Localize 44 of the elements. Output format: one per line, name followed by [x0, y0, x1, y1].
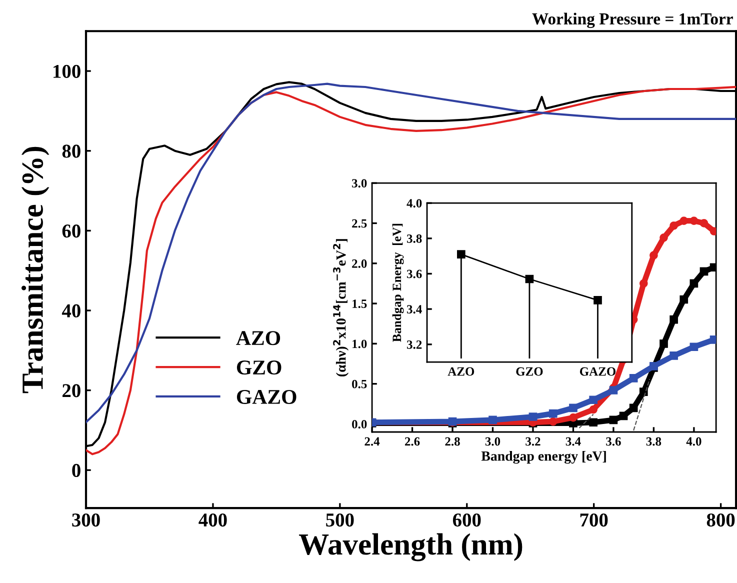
y-tick-label: 20: [62, 384, 80, 398]
x-tick-label: AZO: [448, 367, 474, 376]
chart-title: Working Pressure = 1mTorr: [532, 12, 733, 28]
y-tick-label: 2.0: [352, 259, 367, 268]
y-axis-title: Transmittance (%): [21, 146, 50, 394]
y-tick-label: 3.4: [407, 305, 422, 314]
x-tick-label: 500: [326, 513, 354, 527]
y-tick-label: 3.0: [352, 179, 367, 188]
y-tick-label: 3.2: [407, 340, 422, 349]
x-tick-label: 800: [706, 513, 735, 527]
y-tick-label: 4.0: [406, 199, 422, 208]
legend-label: GAZO: [236, 390, 296, 404]
y-tick-label: 0: [72, 464, 80, 478]
x-tick-label: GZO: [516, 367, 543, 376]
y-tick-label: 0.0: [352, 420, 367, 428]
x-tick-label: 400: [198, 513, 227, 527]
x-tick-label: 600: [452, 513, 481, 527]
x-tick-label: 4.0: [686, 437, 702, 446]
y-tick-label: 60: [62, 224, 80, 238]
x-tick-label: 3.8: [646, 437, 662, 446]
x-tick-label: 3.4: [566, 437, 581, 446]
legend-label: AZO: [236, 331, 280, 346]
x-axis-title: Bandgap energy [eV]: [481, 450, 606, 464]
x-tick-label: 2.4: [364, 437, 380, 446]
y-tick-label: 1.0: [352, 340, 367, 348]
x-tick-label: 3.0: [485, 437, 500, 446]
x-tick-label: 3.2: [526, 437, 540, 446]
y-tick-label: 100: [54, 64, 80, 78]
y-tick-label: 80: [62, 144, 80, 158]
x-tick-label: 2.6: [404, 437, 420, 446]
text: (αhν)$^{2}$x10$^{14}$[cm$^{−3}$eV$^{2}$]: [333, 239, 349, 376]
y-axis-title: Bandgap Energy [eV]: [392, 224, 404, 342]
y-tick-label: 3.8: [407, 234, 422, 243]
y-tick-label: 40: [62, 304, 80, 318]
y-tick-label: 2.5: [352, 219, 367, 228]
y-tick-label: 1.5: [352, 300, 367, 308]
x-axis-title: Wavelength (nm): [299, 533, 522, 562]
y-tick-label: 0.5: [352, 380, 367, 388]
x-tick-label: GAZO: [580, 367, 616, 376]
x-tick-label: 3.6: [606, 437, 621, 446]
x-tick-label: 2.8: [445, 437, 460, 446]
x-tick-label: 300: [72, 513, 100, 527]
y-tick-label: 3.6: [407, 270, 422, 278]
x-tick-label: 700: [580, 513, 608, 527]
